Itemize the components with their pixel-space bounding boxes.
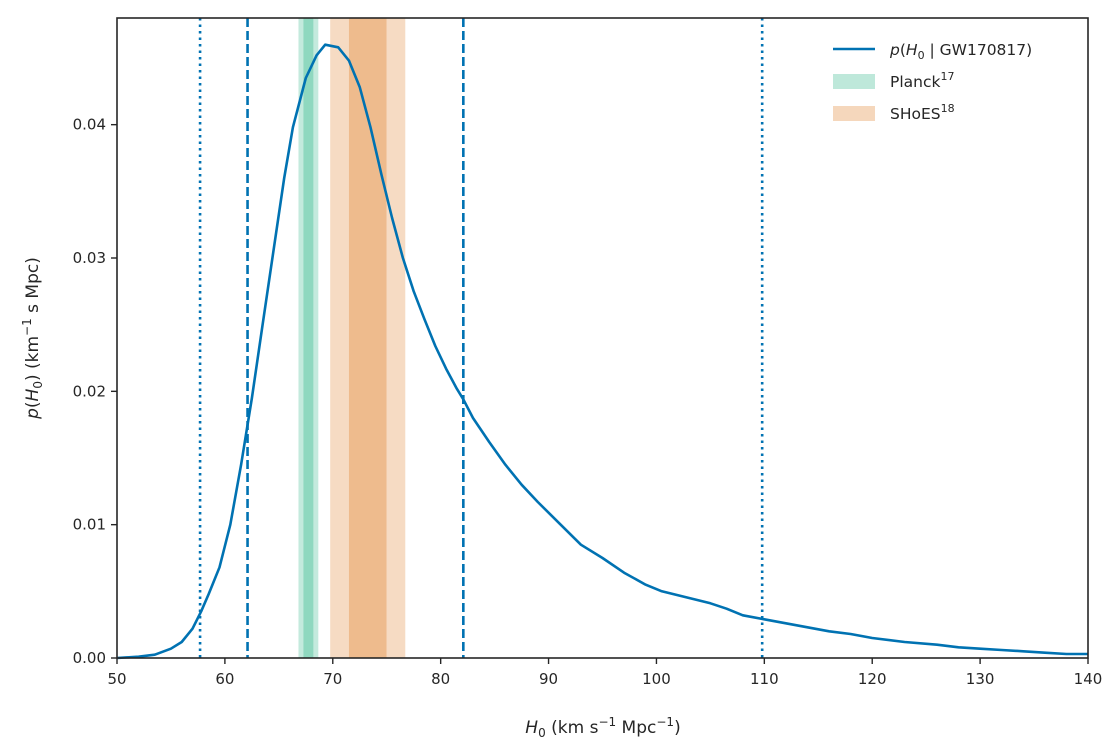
y-axis-ticks: 0.00 0.01 0.02 0.03 0.04: [73, 116, 117, 667]
y-tick-label: 0.02: [73, 382, 106, 400]
x-tick-label: 80: [431, 670, 450, 688]
legend-planck-ref: 17: [940, 70, 954, 83]
x-tick-label: 50: [107, 670, 126, 688]
x-tick-label: 100: [642, 670, 671, 688]
legend-shoes-name: SHoES: [890, 105, 941, 123]
x-tick-label: 120: [858, 670, 887, 688]
legend-label-shoes: SHoES18: [890, 102, 955, 123]
y-tick-label: 0.00: [73, 649, 106, 667]
legend-shoes-ref: 18: [941, 102, 955, 115]
x-tick-label: 90: [539, 670, 558, 688]
legend-planck-name: Planck: [890, 73, 940, 91]
x-tick-label: 140: [1074, 670, 1103, 688]
x-axis-ticks: 50 60 70 80 90 100 110 120 130 140: [107, 658, 1102, 688]
x-tick-label: 60: [215, 670, 234, 688]
legend-shoes-swatch: [833, 106, 875, 121]
legend: p(H0 | GW170817) Planck17 SHoES18: [833, 41, 1032, 123]
y-tick-label: 0.01: [73, 516, 106, 534]
legend-label-posterior: p(H0 | GW170817): [889, 41, 1032, 62]
y-axis-label: p(H0) (km−1 s Mpc): [20, 257, 45, 420]
x-tick-label: 130: [966, 670, 995, 688]
y-tick-label: 0.04: [73, 116, 106, 134]
y-tick-label: 0.03: [73, 249, 106, 267]
credible-interval-lines: [198, 18, 764, 658]
plot-frame: [116, 17, 1089, 659]
x-tick-label: 70: [323, 670, 342, 688]
x-axis-label: H0 (km s−1 Mpc−1): [525, 715, 680, 740]
bands-layer: [298, 18, 406, 658]
shoes-band-inner: [348, 18, 387, 658]
planck-band-inner: [303, 18, 314, 658]
x-tick-label: 110: [750, 670, 779, 688]
legend-planck-swatch: [833, 74, 875, 89]
legend-label-planck: Planck17: [890, 70, 954, 91]
posterior-curve: [116, 43, 1088, 660]
